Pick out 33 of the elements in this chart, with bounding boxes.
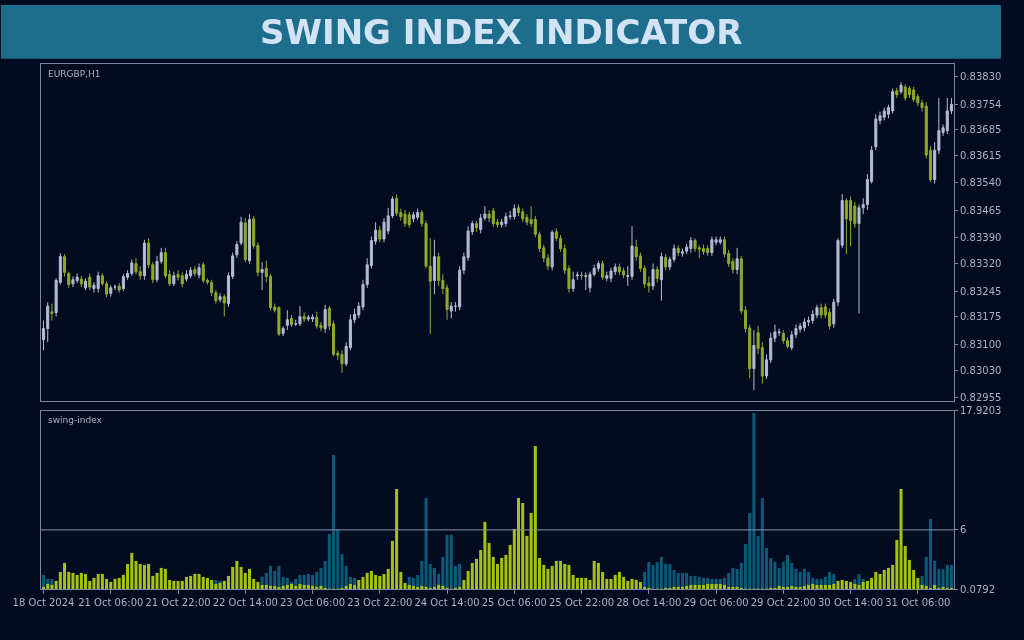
x-tick-label: 23 Oct 06:00 bbox=[279, 597, 346, 609]
x-tick-label: 21 Oct 06:00 bbox=[78, 597, 144, 609]
x-tick-label: 23 Oct 22:00 bbox=[347, 597, 413, 609]
y-tick-label: 0.83465 bbox=[960, 204, 1002, 216]
y-tick-label: 17.9203 bbox=[960, 405, 1002, 417]
x-tick-label: 24 Oct 14:00 bbox=[414, 597, 480, 609]
x-tick-label: 29 Oct 06:00 bbox=[683, 597, 749, 609]
x-tick-label: 21 Oct 22:00 bbox=[145, 597, 211, 609]
x-tick-label: 31 Oct 06:00 bbox=[885, 597, 951, 609]
y-tick-label: 0.83390 bbox=[960, 232, 1002, 244]
y-tick-label: 0.83615 bbox=[960, 149, 1002, 161]
text: EURGBP,H1 bbox=[48, 69, 101, 79]
x-tick-label: 25 Oct 22:00 bbox=[548, 597, 615, 609]
x-tick-label: 28 Oct 14:00 bbox=[616, 597, 682, 609]
y-tick-label: 0.83754 bbox=[960, 98, 1002, 110]
y-tick-label: 0.0792 bbox=[960, 583, 995, 595]
x-tick-label: 22 Oct 14:00 bbox=[212, 597, 278, 609]
y-tick-label: 0.82955 bbox=[960, 392, 1002, 404]
x-tick-label: 25 Oct 06:00 bbox=[481, 597, 547, 609]
y-tick-label: 0.83030 bbox=[960, 364, 1002, 376]
x-tick-label: 30 Oct 14:00 bbox=[817, 597, 884, 609]
text: swing-index bbox=[48, 415, 103, 425]
chart-title: SWING INDEX INDICATOR bbox=[260, 12, 743, 52]
y-tick-label: 6 bbox=[960, 524, 967, 536]
y-tick-label: 0.83320 bbox=[960, 258, 1002, 270]
y-tick-label: 0.83540 bbox=[960, 177, 1002, 189]
x-tick-label: 29 Oct 22:00 bbox=[750, 597, 816, 609]
y-tick-label: 0.83175 bbox=[960, 311, 1002, 323]
y-tick-label: 0.83830 bbox=[960, 70, 1002, 82]
y-tick-label: 0.83685 bbox=[960, 124, 1002, 136]
y-tick-label: 0.83100 bbox=[960, 338, 1002, 350]
y-tick-label: 0.83245 bbox=[960, 285, 1002, 297]
x-tick-label: 18 Oct 2024 bbox=[12, 597, 75, 609]
